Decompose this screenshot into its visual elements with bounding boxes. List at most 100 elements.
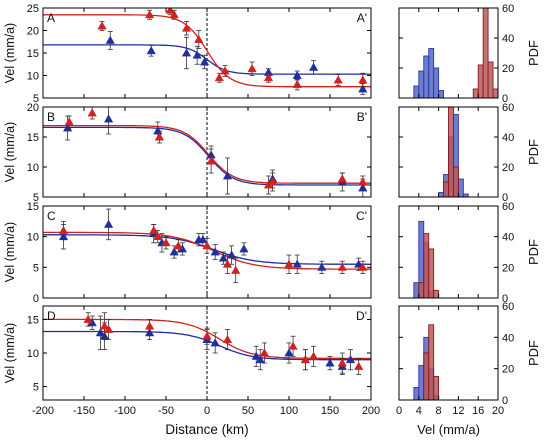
data-point-red xyxy=(181,23,192,32)
data-point-red xyxy=(97,21,107,30)
histogram-panel-2: 0 20 40 60 PDF xyxy=(398,102,541,204)
data-point-red xyxy=(153,231,163,241)
data-point-red xyxy=(288,341,298,350)
histogram-panel-1: 0 20 40 60 PDF xyxy=(398,3,541,105)
histogram-bar-red xyxy=(477,64,484,99)
histogram-bar-blue xyxy=(418,70,425,99)
data-point-red xyxy=(144,10,155,19)
data-point-blue xyxy=(210,338,220,347)
data-point-blue xyxy=(222,171,233,180)
y-tick-label: 60 xyxy=(502,3,514,15)
panel-label: B xyxy=(47,110,55,124)
y-axis-label: Vel (mm/a) xyxy=(3,122,17,182)
data-point-red xyxy=(173,241,183,250)
y-axis-label: Vel (mm/a) xyxy=(3,23,17,83)
y-tick-label: 10 xyxy=(27,232,39,244)
x-tick-label: 8 xyxy=(436,405,442,417)
data-point-red xyxy=(214,73,224,82)
profile-panel-C: 0 5 10 15 C C' Vel (mm/a) xyxy=(3,201,372,305)
data-point-red xyxy=(222,259,233,268)
y-tick-label: 15 xyxy=(27,48,39,60)
data-point-blue xyxy=(210,247,220,256)
data-point-blue xyxy=(199,57,210,66)
panel-label: C xyxy=(47,209,56,223)
panel-label-end: A' xyxy=(357,11,367,25)
data-point-red xyxy=(206,156,216,165)
profile-panel-A: 5 10 15 20 25 A A' Vel (mm/a) xyxy=(3,3,372,105)
data-point-blue xyxy=(308,62,319,71)
y-tick-label: 0 xyxy=(502,293,508,305)
histogram-bar-red xyxy=(433,289,440,299)
data-point-blue xyxy=(255,355,265,364)
data-point-blue xyxy=(251,351,261,360)
data-point-blue xyxy=(226,250,237,259)
y-axis-label: Vel (mm/a) xyxy=(3,222,17,282)
histogram-bar-red xyxy=(453,166,459,198)
model-curve-red xyxy=(43,14,371,88)
data-point-red xyxy=(337,262,347,271)
y-tick-label: 5 xyxy=(33,262,39,274)
data-point-blue xyxy=(62,123,73,132)
y-tick-label: 5 xyxy=(33,93,39,105)
histogram-bar-blue xyxy=(428,48,435,99)
panel-plot-area xyxy=(43,208,371,284)
data-point-red xyxy=(333,75,343,84)
data-point-red xyxy=(161,238,171,247)
data-point-blue xyxy=(169,247,179,256)
data-point-red xyxy=(284,259,294,268)
x-tick-label: -150 xyxy=(73,405,95,417)
data-point-red xyxy=(267,177,278,186)
y-tick-label: 40 xyxy=(502,332,514,344)
y-axis-label: Vel (mm/a) xyxy=(3,323,17,383)
y-tick-label: 15 xyxy=(27,132,39,144)
pdf-axis-label: PDF xyxy=(526,239,541,265)
panel-label-end: B' xyxy=(357,110,367,124)
x-tick-label: 150 xyxy=(321,405,339,417)
data-point-blue xyxy=(345,355,356,364)
data-point-red xyxy=(358,75,368,84)
data-point-red xyxy=(337,358,347,367)
data-point-blue xyxy=(146,46,156,55)
model-curve-blue xyxy=(43,126,371,186)
x-tick-label: -100 xyxy=(114,405,136,417)
y-tick-label: 5 xyxy=(33,382,39,394)
y-tick-label: 60 xyxy=(502,201,514,213)
data-point-blue xyxy=(103,114,114,123)
data-point-blue xyxy=(153,126,163,135)
y-tick-label: 0 xyxy=(502,93,508,105)
data-point-red xyxy=(354,361,364,370)
data-point-red xyxy=(358,262,368,271)
data-point-blue xyxy=(181,48,192,57)
data-point-red xyxy=(259,348,270,357)
histogram-frame xyxy=(398,7,499,99)
profile-panel-D: 5 10 15 -200 -150 -100 -50 0 50 100 150 200 D D' Vel (… xyxy=(3,305,380,417)
data-point-blue xyxy=(239,244,249,253)
y-tick-label: 0 xyxy=(502,395,508,407)
x-tick-label: 12 xyxy=(452,405,464,417)
x-tick-label: 0 xyxy=(204,405,210,417)
data-point-blue xyxy=(198,235,208,244)
histogram-bar-blue xyxy=(457,178,464,198)
histogram-panel-3: 0 20 40 60 PDF xyxy=(398,201,541,305)
histogram-bar-red xyxy=(492,88,499,99)
y-tick-label: 20 xyxy=(27,102,39,114)
data-point-red xyxy=(165,8,175,14)
panel-label: A xyxy=(47,11,55,25)
y-tick-label: 5 xyxy=(33,192,39,204)
histogram-bar-red xyxy=(448,106,454,198)
data-point-red xyxy=(220,66,230,75)
y-tick-label: 20 xyxy=(502,162,514,174)
y-tick-label: 60 xyxy=(502,102,514,114)
data-point-blue xyxy=(325,358,335,367)
y-tick-label: 0 xyxy=(33,293,39,305)
histogram-bar-red xyxy=(428,324,435,401)
data-point-blue xyxy=(358,84,368,93)
data-point-red xyxy=(308,351,319,360)
y-tick-label: 10 xyxy=(27,348,39,360)
histogram-x-axis-label: Vel (mm/a) xyxy=(417,422,480,437)
y-tick-label: 20 xyxy=(27,26,39,38)
histogram-bar-red xyxy=(433,376,440,401)
data-point-red xyxy=(292,79,302,88)
panel-label: D xyxy=(47,309,56,323)
